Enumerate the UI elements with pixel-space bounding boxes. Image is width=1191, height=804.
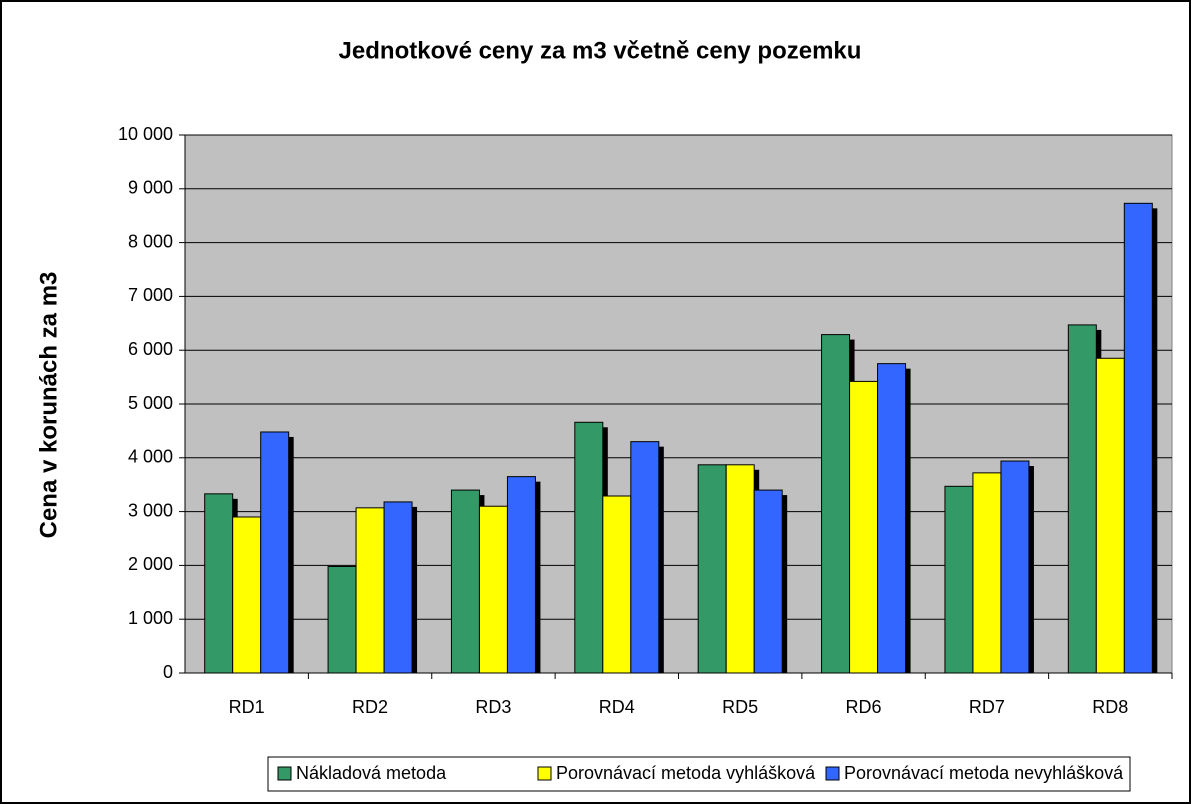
bar <box>1123 202 1153 674</box>
bar <box>697 464 727 674</box>
y-axis-label: Cena v korunách za m3 <box>35 272 62 539</box>
bar <box>506 476 536 674</box>
chart-title: Jednotkové ceny za m3 včetně ceny pozemk… <box>339 37 862 64</box>
x-tick-label: RD2 <box>352 697 388 717</box>
x-tick-label: RD5 <box>722 697 758 717</box>
y-tick-label: 1 000 <box>128 608 173 628</box>
x-tick-label: RD8 <box>1092 697 1128 717</box>
y-tick-label: 10 000 <box>118 124 173 144</box>
bar <box>574 421 604 674</box>
legend-box <box>267 756 1131 792</box>
bar <box>232 516 262 674</box>
x-tick-label: RD7 <box>969 697 1005 717</box>
bar <box>478 505 508 674</box>
bar <box>630 441 660 674</box>
y-tick-label: 5 000 <box>128 393 173 413</box>
x-tick-label: RD1 <box>229 697 265 717</box>
bar <box>450 489 480 674</box>
bar <box>877 363 907 674</box>
bar <box>1000 460 1030 674</box>
legend-swatch <box>537 766 552 781</box>
bar <box>327 565 357 674</box>
bar <box>821 334 851 674</box>
y-tick-label: 6 000 <box>128 339 173 359</box>
y-tick-label: 0 <box>163 662 173 682</box>
bar <box>260 431 290 674</box>
x-tick-label: RD3 <box>475 697 511 717</box>
bar <box>972 472 1002 674</box>
legend-label: Nákladová metoda <box>296 763 447 783</box>
legend-swatch <box>825 766 840 781</box>
legend-label: Porovnávací metoda nevyhlášková <box>844 763 1124 783</box>
bar <box>204 493 234 674</box>
bar <box>849 380 879 674</box>
y-tick-label: 3 000 <box>128 500 173 520</box>
x-tick-label: RD4 <box>599 697 635 717</box>
y-tick-label: 4 000 <box>128 447 173 467</box>
legend-swatch <box>277 766 292 781</box>
bar <box>753 489 783 674</box>
y-tick-label: 7 000 <box>128 285 173 305</box>
y-tick-label: 9 000 <box>128 178 173 198</box>
bar <box>1067 324 1097 674</box>
y-tick-label: 8 000 <box>128 231 173 251</box>
x-tick-label: RD6 <box>846 697 882 717</box>
bar <box>944 485 974 674</box>
bar <box>355 507 385 674</box>
legend-label: Porovnávací metoda vyhlášková <box>556 763 816 783</box>
bar <box>602 495 632 674</box>
bar <box>383 501 413 674</box>
bar <box>1095 357 1125 674</box>
bar <box>725 464 755 674</box>
y-tick-label: 2 000 <box>128 554 173 574</box>
